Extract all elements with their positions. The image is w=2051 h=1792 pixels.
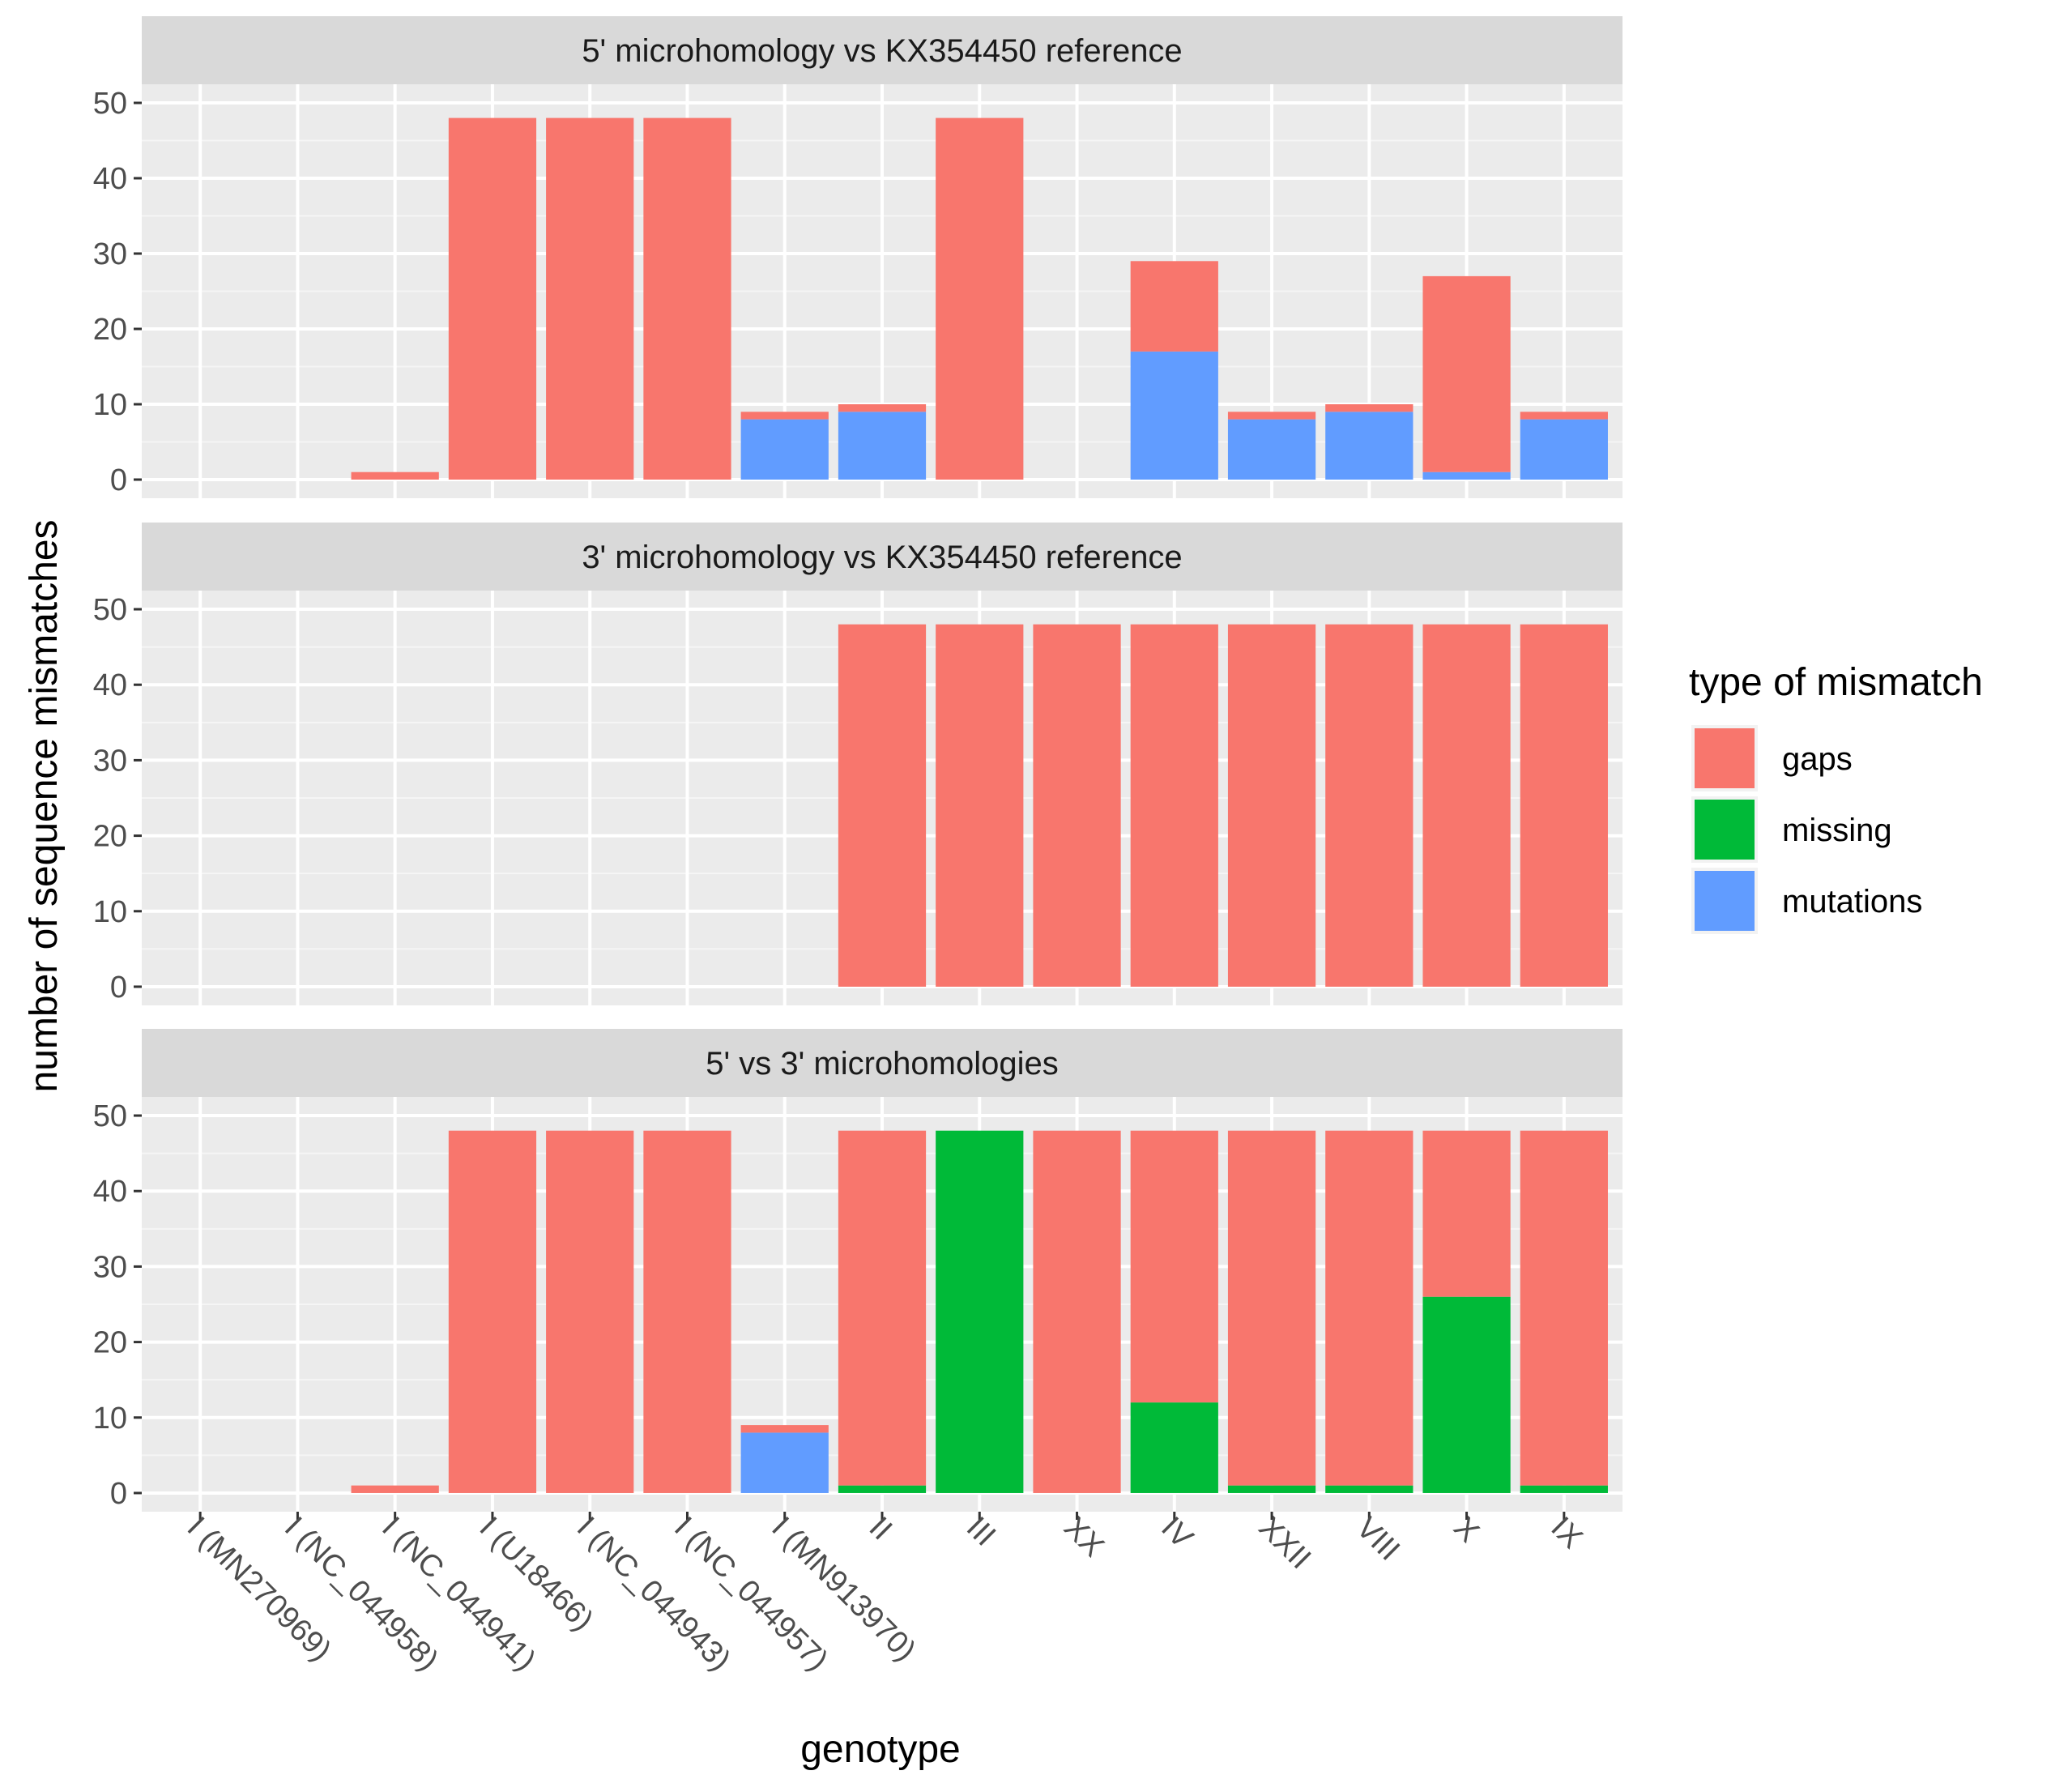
x-tick-label: III	[960, 1511, 1002, 1553]
bar-segment-missing	[1325, 1485, 1414, 1493]
bar-segment-mutations	[1325, 412, 1414, 480]
y-tick-label: 30	[93, 237, 127, 271]
bar-segment-gaps	[351, 1485, 439, 1493]
facet-strip	[142, 523, 1622, 591]
facet-panel-3: 5' vs 3' microhomologies 0 10 20 30 40 50	[93, 1029, 1622, 1520]
legend: type of mismatch gaps missing mutations	[1689, 661, 1983, 934]
y-tick-label: 30	[93, 744, 127, 778]
legend-label-mutations: mutations	[1782, 884, 1922, 919]
y-tick-label: 10	[93, 1402, 127, 1436]
bar-segment-gaps	[1422, 1130, 1511, 1297]
bar-segment-gaps	[448, 117, 537, 480]
y-tick-label: 40	[93, 1175, 127, 1209]
x-tick-label: VIII	[1350, 1511, 1406, 1568]
y-tick-label: 20	[93, 1326, 127, 1360]
bar-segment-gaps	[1325, 624, 1414, 987]
y-tick-label: 40	[93, 162, 127, 196]
facet-panel-1: 5' microhomology vs KX354450 reference 0 1…	[93, 16, 1622, 498]
facet-strip	[142, 16, 1622, 84]
bar-segment-gaps	[643, 117, 731, 480]
bar-segment-missing	[1422, 1296, 1511, 1493]
y-axis-title: number of sequence mismatches	[23, 519, 66, 1092]
legend-swatch-mutations	[1695, 871, 1755, 931]
x-tick-label: IX	[1544, 1511, 1588, 1555]
y-tick-label: 10	[93, 388, 127, 422]
bar-segment-missing	[838, 1485, 927, 1493]
bar-segment-gaps	[1520, 1130, 1608, 1486]
bar-segment-gaps	[1422, 275, 1511, 472]
bar-segment-gaps	[351, 471, 439, 480]
legend-title: type of mismatch	[1689, 661, 1983, 704]
bar-segment-gaps	[546, 1130, 634, 1493]
bar-segment-gaps	[448, 1130, 537, 1493]
x-axis-title: genotype	[800, 1728, 961, 1771]
bar-segment-gaps	[936, 624, 1024, 987]
bar-segment-gaps	[1227, 624, 1316, 987]
y-tick-label: 40	[93, 668, 127, 702]
x-tick-label: X	[1447, 1511, 1486, 1550]
bar-segment-gaps	[1325, 404, 1414, 412]
bar-segment-missing	[936, 1130, 1024, 1493]
x-tick-label: XXII	[1252, 1511, 1317, 1576]
y-tick-label: 50	[93, 593, 127, 627]
y-tick-label: 50	[93, 1099, 127, 1133]
legend-entries: gaps missing mutations	[1691, 725, 1922, 934]
facet-panels: 5' microhomology vs KX354450 reference 0 1…	[93, 16, 1622, 1520]
bar-segment-mutations	[1227, 419, 1316, 480]
bar-segment-gaps	[1130, 261, 1218, 352]
bar-segment-gaps	[1325, 1130, 1414, 1486]
bar-segment-gaps	[740, 412, 829, 420]
bar-segment-mutations	[1130, 351, 1218, 480]
legend-label-gaps: gaps	[1782, 741, 1853, 777]
facet-panel-2: 3' microhomology vs KX354450 reference 0 1…	[93, 523, 1622, 1005]
bar-segment-gaps	[838, 404, 927, 412]
bar-segment-gaps	[838, 1130, 927, 1486]
bar-segment-gaps	[643, 1130, 731, 1493]
bar-segment-mutations	[740, 1432, 829, 1493]
x-tick-label: XX	[1057, 1511, 1111, 1564]
facet-strip-label: 5' vs 3' microhomologies	[706, 1046, 1058, 1082]
bar-segment-gaps	[838, 624, 927, 987]
bar-segment-gaps	[740, 1425, 829, 1433]
legend-swatch-missing	[1695, 800, 1755, 860]
bar-segment-gaps	[1130, 1130, 1218, 1403]
bar-segment-gaps	[936, 117, 1024, 480]
bar-segment-mutations	[1520, 419, 1608, 480]
facet-strip-label: 3' microhomology vs KX354450 reference	[582, 540, 1182, 575]
bar-segment-gaps	[1422, 624, 1511, 987]
x-tick-label: II	[863, 1511, 899, 1547]
bar-segment-missing	[1227, 1485, 1316, 1493]
bar-segment-missing	[1520, 1485, 1608, 1493]
facet-strip	[142, 1029, 1622, 1097]
x-tick-label: IV	[1154, 1511, 1200, 1556]
y-tick-label: 10	[93, 895, 127, 929]
bar-segment-gaps	[1227, 412, 1316, 420]
bar-segment-mutations	[838, 412, 927, 480]
bar-segment-gaps	[1520, 624, 1608, 987]
bar-segment-gaps	[1227, 1130, 1316, 1486]
bar-segment-missing	[1130, 1402, 1218, 1493]
bar-segment-gaps	[1033, 624, 1121, 987]
bar-segment-gaps	[1130, 624, 1218, 987]
bar-segment-mutations	[1422, 471, 1511, 480]
bar-segment-gaps	[546, 117, 634, 480]
y-tick-label: 20	[93, 313, 127, 347]
bar-segment-gaps	[1033, 1130, 1121, 1493]
facet-strip-label: 5' microhomology vs KX354450 reference	[582, 33, 1182, 69]
legend-swatch-gaps	[1695, 728, 1755, 788]
bar-segment-mutations	[740, 419, 829, 480]
legend-label-missing: missing	[1782, 813, 1892, 848]
y-tick-label: 0	[110, 1477, 127, 1511]
y-tick-label: 30	[93, 1250, 127, 1284]
y-tick-label: 0	[110, 971, 127, 1005]
y-tick-label: 50	[93, 87, 127, 121]
y-tick-label: 0	[110, 463, 127, 497]
y-tick-label: 20	[93, 820, 127, 854]
x-tick-labels: I (MN270969)I (NC_044958)I (NC_044941)I …	[181, 1511, 1589, 1678]
bar-segment-gaps	[1520, 412, 1608, 420]
